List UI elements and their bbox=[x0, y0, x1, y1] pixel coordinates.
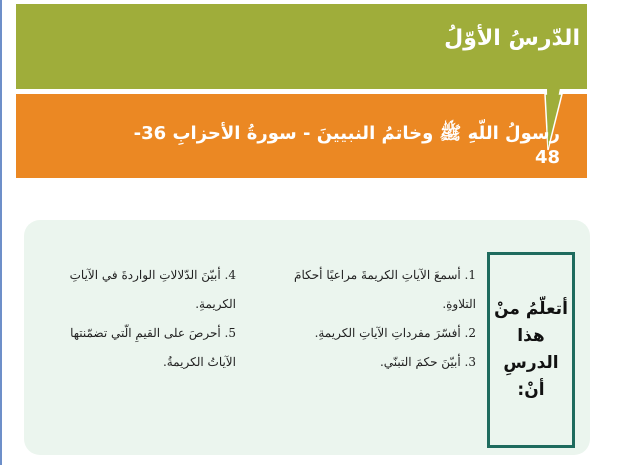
objective-item: 3. أبيّنَ حكمَ التبنّي. bbox=[379, 355, 476, 369]
objective-item: 2. أفسّرَ مفرداتِ الآياتِ الكريمةِ. bbox=[314, 326, 476, 340]
banner-divider bbox=[16, 89, 587, 94]
objective-item: 5. أحرصَ على القيمِ الّتي تضمّنتها الآيا… bbox=[70, 326, 236, 369]
speech-tails bbox=[16, 66, 587, 151]
objectives-column-left: 4. أبيّنَ الدّلالاتِ الواردةَ في الآياتِ… bbox=[40, 261, 236, 377]
objective-item: 1. أسمعَ الآياتِ الكريمةَ مراعيًا أحكامَ… bbox=[294, 268, 476, 311]
objectives-column-right: 1. أسمعَ الآياتِ الكريمةَ مراعيًا أحكامَ… bbox=[280, 261, 476, 377]
tail-up bbox=[436, 66, 452, 89]
page-edge bbox=[0, 0, 2, 465]
title-banner bbox=[16, 94, 587, 178]
tail-down-fill bbox=[547, 88, 560, 148]
objective-item: 4. أبيّنَ الدّلالاتِ الواردةَ في الآياتِ… bbox=[69, 268, 236, 311]
lesson-banner bbox=[16, 4, 587, 89]
objectives-heading-frame: أتعلّمُ منْ هذا الدرسِ أنْ: bbox=[487, 252, 575, 448]
lesson-title: رسولُ اللّهِ ﷺ وخاتمُ النبيينَ - سورةُ ا… bbox=[133, 123, 560, 168]
objectives-heading: أتعلّمُ منْ هذا الدرسِ أنْ: bbox=[494, 298, 568, 401]
objectives-panel bbox=[24, 220, 590, 455]
lesson-label: الدّرسُ الأوّلُ bbox=[444, 26, 580, 51]
